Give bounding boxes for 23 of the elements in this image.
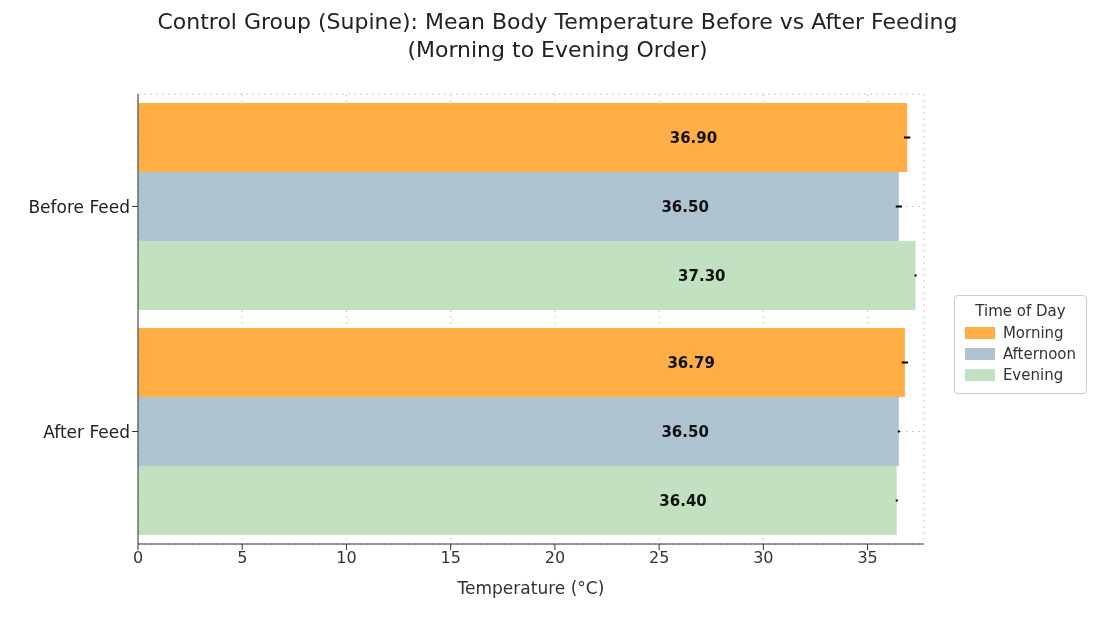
x-tick-label: 20 [544,548,566,568]
data-label: 36.40 [659,491,707,510]
legend-label: Afternoon [1001,344,1076,363]
legend-label: Morning [1001,323,1065,342]
data-label: 36.50 [661,197,709,216]
data-label: 36.50 [661,422,709,441]
x-tick-label: 0 [132,548,144,568]
chart-subtitle: (Morning to Evening Order) [406,36,709,64]
x-tick-label: 5 [237,548,248,568]
chart-title: Control Group (Supine): Mean Body Temperature Before vs After Feeding [156,8,959,36]
x-axis-title: Temperature (°C) [456,578,605,598]
x-tick-label: 25 [648,548,670,568]
data-label: 36.90 [669,128,718,147]
x-tick-label: 30 [753,548,774,568]
legend-label: Evening [1001,365,1065,384]
x-tick-label: 35 [857,548,878,568]
legend-title: Time of Day [974,301,1067,320]
x-tick-label: 10 [336,548,357,568]
data-label: 37.30 [678,266,726,285]
data-label: 36.79 [667,353,715,372]
y-tick-label: Before Feed [28,196,130,217]
x-tick-label: 15 [440,548,461,568]
y-tick-label: After Feed [43,421,130,442]
